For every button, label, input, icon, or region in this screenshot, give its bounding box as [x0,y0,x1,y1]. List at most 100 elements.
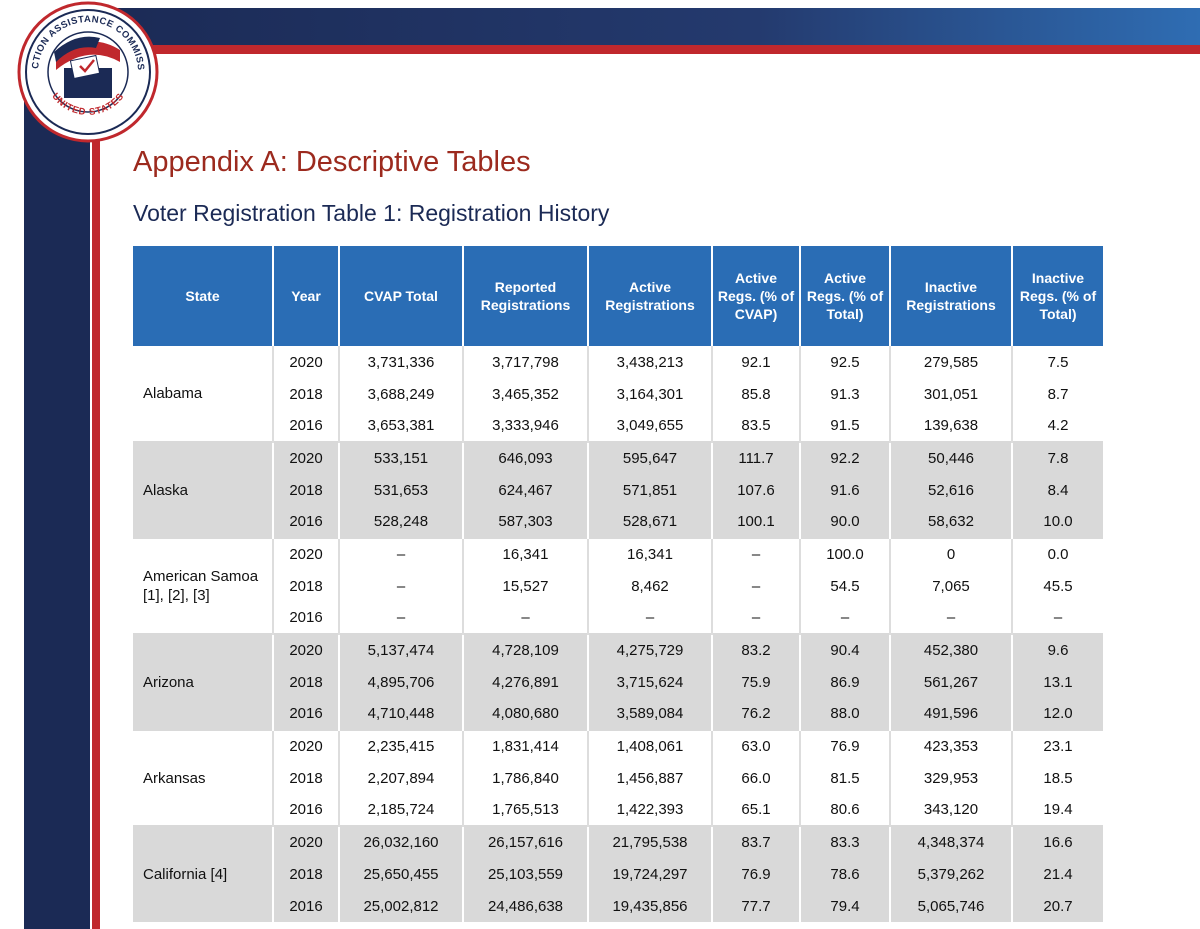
table-cell: 3,164,301 [587,378,712,410]
table-cell: 343,120 [889,794,1012,826]
table-cell: 2020 [272,346,339,378]
table-cell: 491,596 [889,698,1012,730]
table-cell: 78.6 [799,858,890,890]
table-cell: 107.6 [711,474,800,506]
table-cell: 76.9 [799,729,890,762]
table-cell: 10.0 [1011,506,1103,538]
table-cell: 2020 [272,825,339,858]
table-cell: 16,341 [462,537,588,570]
table-cell: 2,207,894 [338,762,463,794]
table-row: Arizona 2020 5,137,474 4,728,109 4,275,729 83… [133,633,1103,730]
table-cell: 528,671 [587,506,712,538]
table-cell: 83.3 [799,825,890,858]
table-cell: – [338,570,463,602]
table-cell: 83.7 [711,825,800,858]
table-cell: 4,710,448 [338,698,463,730]
state-cell: Alabama [133,346,273,442]
table-cell: 19,435,856 [587,890,712,922]
state-cell: Arkansas [133,729,273,826]
table-cell: 83.5 [711,410,800,442]
side-band [24,100,90,929]
table-cell: 587,303 [462,506,588,538]
table-cell: 4,080,680 [462,698,588,730]
table-cell: 3,653,381 [338,410,463,442]
table-cell: 58,632 [889,506,1012,538]
table-cell: 2018 [272,474,339,506]
table-cell: 66.0 [711,762,800,794]
table-cell: 83.2 [711,633,800,666]
table-cell: 79.4 [799,890,890,922]
table-cell: 91.5 [799,410,890,442]
table-cell: 18.5 [1011,762,1103,794]
state-cell: American Samoa [1], [2], [3] [133,537,273,634]
table-cell: 1,765,513 [462,794,588,826]
header-band [90,8,1200,45]
table-cell: 100.0 [799,537,890,570]
table-cell: 23.1 [1011,729,1103,762]
table-cell: 301,051 [889,378,1012,410]
table-cell: 12.0 [1011,698,1103,730]
table-row: 2016– – – – – – – [133,602,1103,634]
table-row: 2018 3,688,249 3,465,352 3,164,301 85.8 91.3 3… [133,378,1103,410]
table-cell: – [1011,602,1103,634]
table-cell: 85.8 [711,378,800,410]
table-cell: 561,267 [889,666,1012,698]
table-cell: 9.6 [1011,633,1103,666]
table-cell: 3,438,213 [587,346,712,378]
table-cell: 2018 [272,570,339,602]
table-cell: 21,795,538 [587,825,712,858]
column-header: Inactive Regs. (% of Total) [1011,246,1103,346]
table-cell: 25,650,455 [338,858,463,890]
table-cell: 90.0 [799,506,890,538]
table-cell: 3,589,084 [587,698,712,730]
table-cell: 1,408,061 [587,729,712,762]
table-cell: 3,688,249 [338,378,463,410]
table-cell: 92.1 [711,346,800,378]
table-cell: 54.5 [799,570,890,602]
table-row: 2018 4,895,706 4,276,891 3,715,624 75.9 86.9 5… [133,666,1103,698]
table-cell: 2016 [272,602,339,634]
table-cell: 0 [889,537,1012,570]
header-row: State Year CVAP Total Reported Registration… [133,246,1103,346]
table-cell: 24,486,638 [462,890,588,922]
table-cell: 2018 [272,762,339,794]
table-cell: 3,715,624 [587,666,712,698]
table-cell: 595,647 [587,441,712,474]
table-cell: 423,353 [889,729,1012,762]
table-cell: – [799,602,890,634]
table-cell: 77.7 [711,890,800,922]
table-cell: 26,157,616 [462,825,588,858]
table-row: 2016 2,185,724 1,765,513 1,422,393 65.1 80.6 3… [133,794,1103,826]
table-cell: – [587,602,712,634]
table-row: Arkansas 2020 2,235,415 1,831,414 1,408,061 6… [133,729,1103,826]
table-row: California [4] 2020 26,032,160 26,157,616 21… [133,825,1103,922]
table-cell: 646,093 [462,441,588,474]
table-cell: 2016 [272,890,339,922]
table-cell: 3,049,655 [587,410,712,442]
title: Appendix A: Descriptive Tables [133,146,531,178]
table-row: 2018 531,653 624,467 571,851 107.6 91.6 52,616… [133,474,1103,506]
table-cell: 4,348,374 [889,825,1012,858]
table-cell: 52,616 [889,474,1012,506]
table-cell: 45.5 [1011,570,1103,602]
table-cell: 528,248 [338,506,463,538]
table-cell: 5,137,474 [338,633,463,666]
table-cell: 4.2 [1011,410,1103,442]
table-cell: 2020 [272,537,339,570]
table-cell: 5,065,746 [889,890,1012,922]
table-cell: 3,333,946 [462,410,588,442]
table-cell: 452,380 [889,633,1012,666]
table-cell: 20.7 [1011,890,1103,922]
table-cell: 2,235,415 [338,729,463,762]
table-cell: 65.1 [711,794,800,826]
state-cell: California [4] [133,825,273,922]
table-cell: 5,379,262 [889,858,1012,890]
table-row: 2016 25,002,812 24,486,638 19,435,856 77.7 79… [133,890,1103,922]
table-cell: 2020 [272,441,339,474]
table-cell: 2016 [272,698,339,730]
state-cell: Arizona [133,633,273,730]
table-cell: 1,786,840 [462,762,588,794]
table-cell: 16.6 [1011,825,1103,858]
table-cell: 76.9 [711,858,800,890]
table-cell: 533,151 [338,441,463,474]
